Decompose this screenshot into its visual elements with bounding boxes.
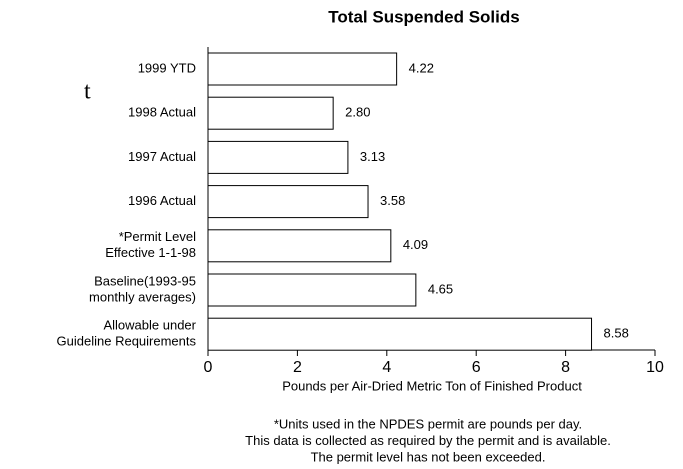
x-axis-label: Pounds per Air-Dried Metric Ton of Finis… bbox=[282, 378, 582, 393]
footnote: This data is collected as required by th… bbox=[245, 433, 611, 448]
y-tick-label: 1996 Actual bbox=[128, 193, 196, 208]
bar bbox=[207, 96, 334, 130]
x-tick-label: 0 bbox=[204, 359, 213, 376]
x-tick-label: 6 bbox=[472, 359, 481, 376]
bar bbox=[207, 317, 593, 351]
x-tick-label: 8 bbox=[561, 359, 570, 376]
x-tick-label: 4 bbox=[382, 359, 391, 376]
y-tick-label: Allowable under bbox=[103, 318, 196, 333]
value-label: 3.58 bbox=[380, 193, 405, 208]
y-tick-label: *Permit Level bbox=[119, 229, 196, 244]
bar bbox=[207, 52, 398, 86]
value-label: 3.13 bbox=[360, 149, 385, 164]
bar bbox=[207, 185, 369, 219]
x-tick-label: 10 bbox=[646, 359, 664, 376]
y-tick-label: 1998 Actual bbox=[128, 105, 196, 120]
y-tick-label: Effective 1-1-98 bbox=[105, 245, 196, 260]
y-tick-label: 1997 Actual bbox=[128, 149, 196, 164]
bar bbox=[207, 273, 417, 307]
y-tick-label: Guideline Requirements bbox=[57, 334, 197, 349]
value-label: 8.58 bbox=[604, 326, 629, 341]
y-tick-label: Baseline(1993-95 bbox=[94, 273, 196, 288]
value-label: 4.22 bbox=[409, 60, 434, 75]
bar bbox=[207, 229, 392, 263]
y-tick-label: monthly averages) bbox=[89, 289, 196, 304]
chart-title: Total Suspended Solids bbox=[328, 7, 519, 26]
value-label: 4.65 bbox=[428, 281, 453, 296]
side-text: t bbox=[84, 79, 91, 105]
value-label: 4.09 bbox=[403, 237, 428, 252]
footnote: *Units used in the NPDES permit are poun… bbox=[274, 416, 582, 431]
y-tick-label: 1999 YTD bbox=[138, 60, 196, 75]
value-label: 2.80 bbox=[345, 105, 370, 120]
footnote: The permit level has not been exceeded. bbox=[311, 449, 546, 464]
x-tick-label: 2 bbox=[293, 359, 302, 376]
bar bbox=[207, 140, 349, 174]
